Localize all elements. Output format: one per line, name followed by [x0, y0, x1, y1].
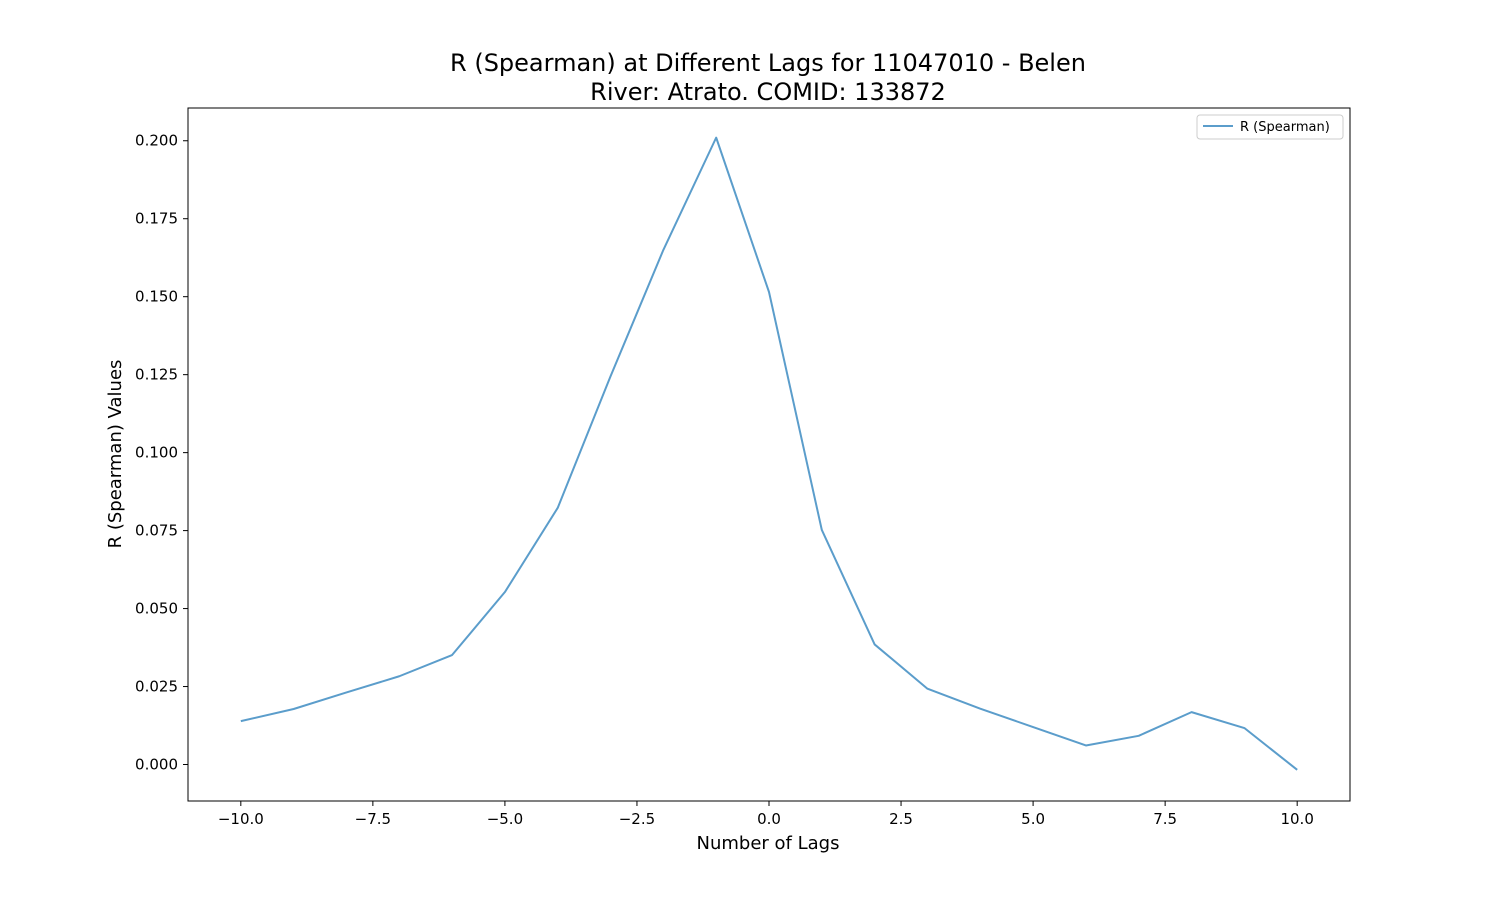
y-tick-label: 0.150: [135, 288, 178, 306]
x-tick-label: 7.5: [1153, 810, 1177, 828]
y-tick-label: 0.050: [135, 600, 178, 618]
chart-title-line-1: R (Spearman) at Different Lags for 11047…: [450, 49, 1086, 77]
x-tick-label: 2.5: [889, 810, 913, 828]
y-tick-label: 0.100: [135, 444, 178, 462]
x-tick-label: 10.0: [1280, 810, 1313, 828]
x-tick-label: −10.0: [218, 810, 264, 828]
y-tick-label: 0.000: [135, 756, 178, 774]
x-tick-label: 5.0: [1021, 810, 1045, 828]
chart-title-line-2: River: Atrato. COMID: 133872: [590, 78, 946, 106]
y-tick-label: 0.175: [135, 210, 178, 228]
y-tick-label: 0.125: [135, 366, 178, 384]
legend-box: [1196, 114, 1344, 140]
x-axis-label: Number of Lags: [697, 833, 840, 854]
y-tick-label: 0.200: [135, 132, 178, 150]
x-tick-label: −2.5: [619, 810, 655, 828]
y-tick-label: 0.025: [135, 678, 178, 696]
y-axis-label: R (Spearman) Values: [105, 360, 126, 549]
series-line: [240, 136, 1298, 771]
plot-frame: [187, 107, 1351, 802]
x-tick-label: 0.0: [757, 810, 781, 828]
y-tick-label: 0.075: [135, 522, 178, 540]
legend-label: R (Spearman): [1240, 120, 1330, 135]
x-tick-label: −7.5: [355, 810, 391, 828]
x-tick-label: −5.0: [487, 810, 523, 828]
legend: R (Spearman): [1196, 114, 1344, 140]
plot-area: −10.0 −7.5 −5.0 −2.5 0.0 2.5 5.0 7.5 10.0 0.000 0.…: [135, 107, 1351, 828]
